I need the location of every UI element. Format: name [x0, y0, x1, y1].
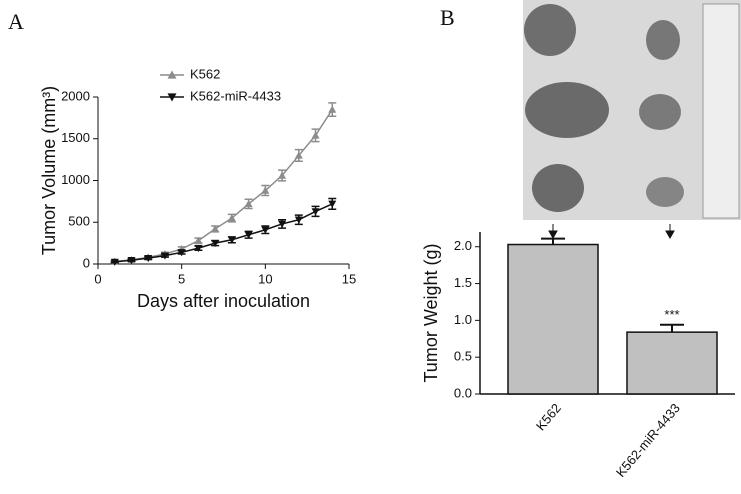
x-axis-label: Days after inoculation	[137, 291, 310, 311]
marker	[294, 216, 303, 224]
legend-label: K562-miR-4433	[190, 88, 281, 103]
marker	[211, 239, 220, 248]
marker	[227, 214, 236, 222]
y-tick-label: 0	[83, 255, 90, 270]
error-bar	[660, 323, 684, 333]
x-tick-label: 15	[342, 271, 356, 286]
y-tick-label: 500	[68, 214, 90, 229]
marker	[144, 254, 153, 263]
legend-marker	[167, 70, 177, 79]
marker	[194, 236, 203, 244]
marker	[177, 249, 186, 257]
marker	[194, 244, 203, 253]
x-tick-label: 5	[178, 271, 185, 286]
bar	[626, 331, 718, 395]
marker	[278, 220, 287, 228]
y-tick-label: 0.5	[454, 349, 472, 364]
y-axis-label: Tumor Volume (mm³)	[39, 86, 59, 255]
marker	[278, 171, 287, 179]
series-line	[114, 203, 333, 263]
marker	[328, 200, 337, 208]
y-tick-label: 0.0	[454, 385, 472, 400]
marker	[244, 231, 253, 239]
tumor-photo	[523, 0, 741, 220]
marker	[311, 131, 320, 139]
x-tick-label: 0	[94, 271, 101, 286]
y-tick-label: 1000	[61, 172, 90, 187]
y-tick-label: 2.0	[454, 238, 472, 253]
x-tick-label: K562	[533, 400, 564, 433]
marker	[244, 199, 253, 208]
marker	[110, 258, 119, 266]
y-tick-label: 2000	[61, 88, 90, 103]
x-tick-label: K562-miR-4433	[613, 400, 683, 479]
marker	[311, 208, 320, 216]
series-line	[114, 109, 333, 263]
y-axis-label: Tumor Weight (g)	[421, 243, 441, 382]
marker	[261, 226, 270, 234]
legend-marker	[167, 93, 177, 102]
y-tick-label: 1500	[61, 130, 90, 145]
y-tick-label: 1.5	[454, 275, 472, 290]
marker	[261, 186, 270, 194]
arrows	[548, 224, 675, 240]
legend-label: K562	[190, 66, 220, 81]
marker	[294, 151, 303, 159]
marker	[127, 257, 136, 265]
panel-label: A	[8, 9, 24, 34]
marker	[160, 252, 169, 260]
marker	[328, 105, 337, 113]
bar	[507, 243, 599, 395]
error-bar	[541, 237, 565, 245]
marker	[211, 224, 220, 233]
panel-label: B	[440, 5, 455, 30]
x-tick-label: 10	[258, 271, 272, 286]
y-tick-label: 1.0	[454, 312, 472, 327]
significance: ***	[664, 307, 679, 322]
marker	[227, 236, 236, 244]
